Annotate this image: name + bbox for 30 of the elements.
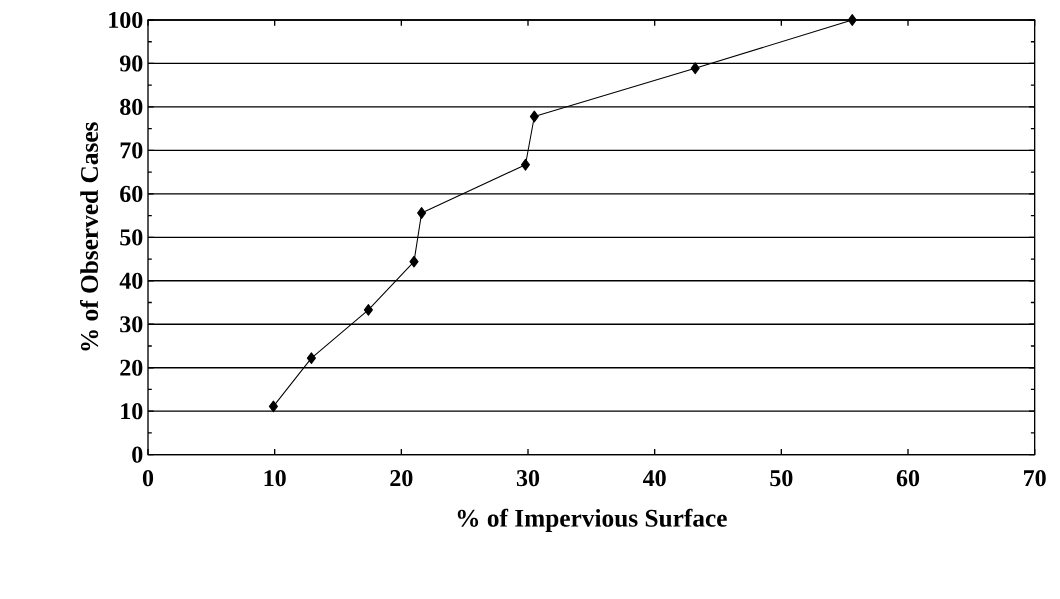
x-tick-label: 30	[516, 470, 540, 487]
point	[409, 255, 419, 268]
point	[306, 352, 316, 365]
x-axis-title: % of Impervious Surface	[457, 508, 727, 533]
point	[268, 400, 278, 413]
y-axis-title: % of Observed Cases	[79, 122, 99, 351]
y-tick-label: 80	[120, 99, 143, 116]
y-tick-label: 20	[120, 359, 143, 376]
x-tick-label: 60	[896, 470, 920, 487]
y-tick-label: 0	[132, 446, 143, 463]
x-tick-label: 20	[390, 470, 413, 487]
y-tick-label: 100	[109, 12, 143, 29]
x-tick-label: 40	[643, 470, 666, 487]
y-tick-label: 50	[120, 229, 143, 246]
y-tick-label: 90	[119, 55, 143, 72]
point	[363, 304, 373, 316]
y-tick-label: 10	[121, 403, 143, 420]
y-tick-label: 30	[120, 316, 143, 333]
x-tick-label: 50	[770, 470, 793, 487]
point	[690, 62, 700, 75]
y-tick-label: 60	[120, 185, 143, 203]
x-tick-label: 70	[1024, 470, 1046, 487]
x-tick-label: 10	[264, 470, 286, 487]
point	[520, 159, 531, 171]
point	[417, 207, 427, 220]
y-tick-label: 70	[120, 142, 143, 159]
point	[847, 14, 857, 27]
point	[529, 110, 539, 123]
x-tick-label: 0	[142, 470, 154, 487]
y-tick-label: 40	[119, 272, 143, 290]
